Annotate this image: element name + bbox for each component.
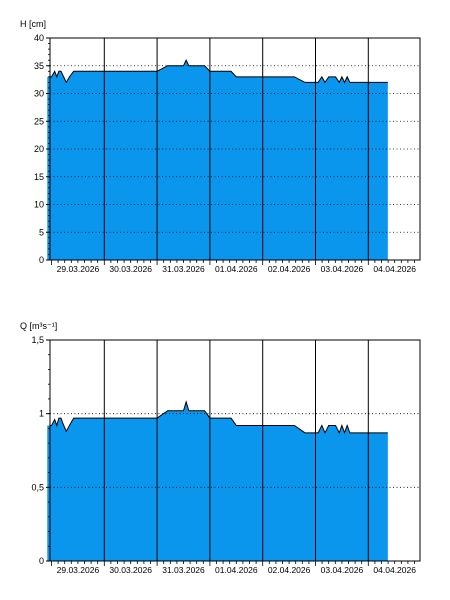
- water-level-y-tick-label: 20: [34, 144, 44, 154]
- water-level-x-tick-label: 01.04.2026: [215, 264, 258, 274]
- water-level-x-tick-label: 29.03.2026: [57, 264, 100, 274]
- water-level-series-line: [50, 59, 388, 84]
- discharge-plot-frame: [49, 339, 421, 562]
- discharge-y-tick-label: 0,5: [31, 482, 44, 492]
- discharge-y-tick-label: 0: [39, 556, 44, 566]
- discharge-x-tick-label: 03.04.2026: [321, 565, 364, 575]
- discharge-area: [47, 401, 388, 561]
- water-level-x-tick-label: 03.04.2026: [321, 264, 364, 274]
- water-level-y-tick-label: 40: [34, 33, 44, 43]
- discharge-y-tick-label: 1,5: [31, 335, 44, 345]
- water-level-y-tick-label: 0: [39, 255, 44, 265]
- discharge-x-tick-label: 29.03.2026: [57, 565, 100, 575]
- discharge-axis-label: Q [m³s⁻¹]: [20, 321, 57, 331]
- water-level-y-tick-label: 25: [34, 116, 44, 126]
- discharge-x-tick-label: 30.03.2026: [109, 565, 152, 575]
- discharge-chart: Q [m³s⁻¹] 0 0,5 1 1,5 29.03.2026 30.03.2026 31…: [20, 321, 421, 575]
- discharge-x-tick-label: 02.04.2026: [268, 565, 311, 575]
- water-level-y-tick-label: 5: [39, 227, 44, 237]
- water-level-y-tick-label: 30: [34, 89, 44, 99]
- water-level-chart: H [cm] 0 5 10 15 20 25 30 35 40 29.03.2026 30.03.2…: [20, 19, 421, 274]
- water-level-x-tick-label: 02.04.2026: [268, 264, 311, 274]
- water-level-x-tick-label: 30.03.2026: [109, 264, 152, 274]
- discharge-y-tick-label: 1: [39, 409, 44, 419]
- discharge-x-tick-label: 31.03.2026: [162, 565, 205, 575]
- discharge-series-line: [50, 400, 388, 435]
- water-level-y-tick-label: 35: [34, 61, 44, 71]
- discharge-x-tick-label: 04.04.2026: [373, 565, 416, 575]
- water-level-y-tick-label: 10: [34, 200, 44, 210]
- discharge-x-tick-label: 01.04.2026: [215, 565, 258, 575]
- water-level-y-tick-label: 15: [34, 172, 44, 182]
- water-level-axis-label: H [cm]: [20, 19, 46, 29]
- water-level-x-tick-label: 04.04.2026: [373, 264, 416, 274]
- water-level-area: [47, 60, 388, 261]
- water-level-x-tick-label: 31.03.2026: [162, 264, 205, 274]
